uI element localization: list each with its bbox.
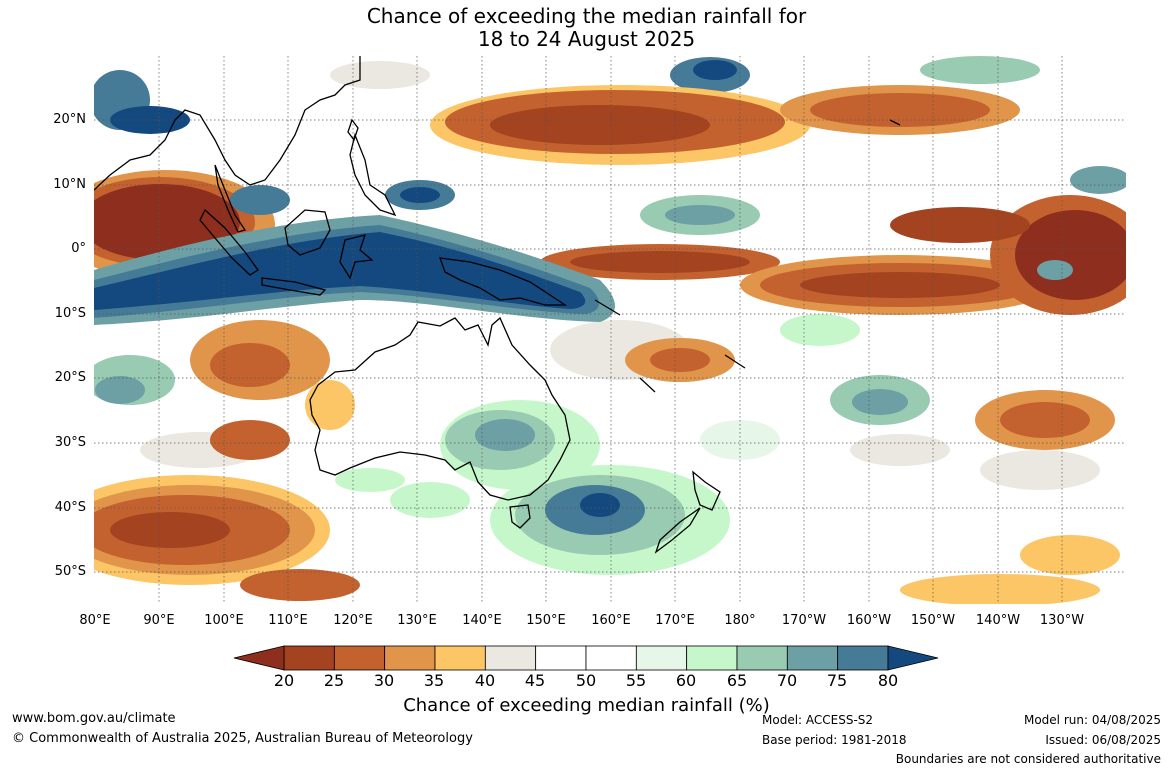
lon-label: 170°W — [781, 613, 827, 628]
colorbar-tick-label: 45 — [524, 671, 546, 690]
lon-label: 130°E — [397, 613, 437, 628]
colorbar-swatch — [384, 645, 436, 671]
lat-label: 40°S — [54, 500, 86, 515]
map-field — [94, 56, 1126, 604]
colorbar-tick-label: 75 — [826, 671, 848, 690]
colorbar-swatch — [585, 645, 637, 671]
colorbar-tick-label: 50 — [575, 671, 597, 690]
colorbar-under-arrow — [233, 645, 285, 671]
lon-label: 120°E — [333, 613, 373, 628]
colorbar-swatch — [333, 645, 386, 671]
malay-peninsula — [214, 164, 247, 233]
colorbar-tick-label: 25 — [323, 671, 345, 690]
chart-title-line-2: 18 to 24 August 2025 — [477, 27, 696, 51]
colorbar-tick-label: 65 — [726, 671, 748, 690]
lon-label: 140°E — [462, 613, 502, 628]
issued-date: Issued: 06/08/2025 — [1045, 733, 1161, 747]
lat-label: 10°S — [54, 306, 86, 321]
asia-coast — [94, 56, 361, 191]
colorbar-tick-label: 55 — [625, 671, 647, 690]
lat-label: 20°N — [53, 112, 86, 127]
model-run-date: Model run: 04/08/2025 — [1023, 713, 1161, 727]
new-guinea-coast — [439, 257, 568, 306]
boundaries-disclaimer: Boundaries are not considered authoritat… — [895, 752, 1161, 766]
colorbar-swatch — [635, 645, 688, 671]
colorbar-swatch — [283, 645, 335, 671]
australia-coast — [309, 316, 571, 501]
bom-url-link[interactable]: www.bom.gov.au/climate — [12, 711, 176, 726]
lon-label: 160°W — [846, 613, 892, 628]
new-zealand-south — [654, 507, 701, 554]
lon-label: 140°W — [975, 613, 1021, 628]
lat-label: 10°N — [53, 177, 86, 192]
colorbar-tick-label: 20 — [273, 671, 295, 690]
lon-label: 150°W — [910, 613, 956, 628]
colorbar-over-arrow — [887, 645, 939, 671]
colorbar-tick-label: 30 — [373, 671, 395, 690]
graticule — [94, 56, 1126, 604]
colorbar-swatch — [535, 645, 587, 671]
dry-patches — [94, 85, 1126, 604]
copyright-text: © Commonwealth of Australia 2025, Austra… — [12, 731, 473, 746]
colorbar-swatch — [484, 645, 537, 671]
model-name: Model: ACCESS-S2 — [762, 713, 874, 727]
lon-label: 170°E — [655, 613, 695, 628]
vanuatu-fiji — [639, 354, 746, 393]
wet-patches — [94, 56, 1126, 575]
new-zealand-north — [692, 470, 721, 511]
lon-label: 90°E — [143, 613, 175, 628]
lon-label: 150°E — [526, 613, 566, 628]
lon-label: 160°E — [591, 613, 631, 628]
lon-label: 180° — [724, 613, 756, 628]
solomon-islands — [594, 299, 621, 316]
java-coast — [261, 277, 327, 296]
tasmania-coast — [509, 504, 531, 529]
coastlines — [94, 56, 901, 554]
colorbar-swatch — [736, 645, 788, 671]
colorbar-swatch — [434, 645, 486, 671]
colorbar-tick-label: 40 — [474, 671, 496, 690]
base-period: Base period: 1981-2018 — [762, 733, 907, 747]
philippines-coast — [349, 132, 397, 217]
lat-label: 30°S — [54, 435, 86, 450]
borneo-coast — [284, 209, 331, 256]
sumatra-coast — [199, 208, 259, 276]
lon-label: 80°E — [79, 613, 111, 628]
colorbar-swatch — [686, 645, 738, 671]
lat-label: 50°S — [54, 564, 86, 579]
colorbar-tick-label: 60 — [675, 671, 697, 690]
chart-title-line-1: Chance of exceeding the median rainfall … — [366, 4, 807, 28]
colorbar-swatch — [837, 645, 889, 671]
colorbar-tick-label: 80 — [877, 671, 899, 690]
colorbar-tick-label: 35 — [423, 671, 445, 690]
taiwan-coast — [347, 118, 359, 142]
lon-label: 130°W — [1039, 613, 1085, 628]
colorbar-swatch — [786, 645, 839, 671]
lon-label: 100°E — [204, 613, 244, 628]
hawaii — [889, 119, 901, 126]
colorbar-tick-label: 70 — [776, 671, 798, 690]
sulawesi-coast — [339, 234, 374, 280]
colorbar — [233, 645, 939, 671]
lon-label: 110°E — [268, 613, 308, 628]
lat-label: 20°S — [54, 370, 86, 385]
lat-label: 0° — [71, 241, 86, 256]
colorbar-label: Chance of exceeding median rainfall (%) — [403, 695, 770, 716]
